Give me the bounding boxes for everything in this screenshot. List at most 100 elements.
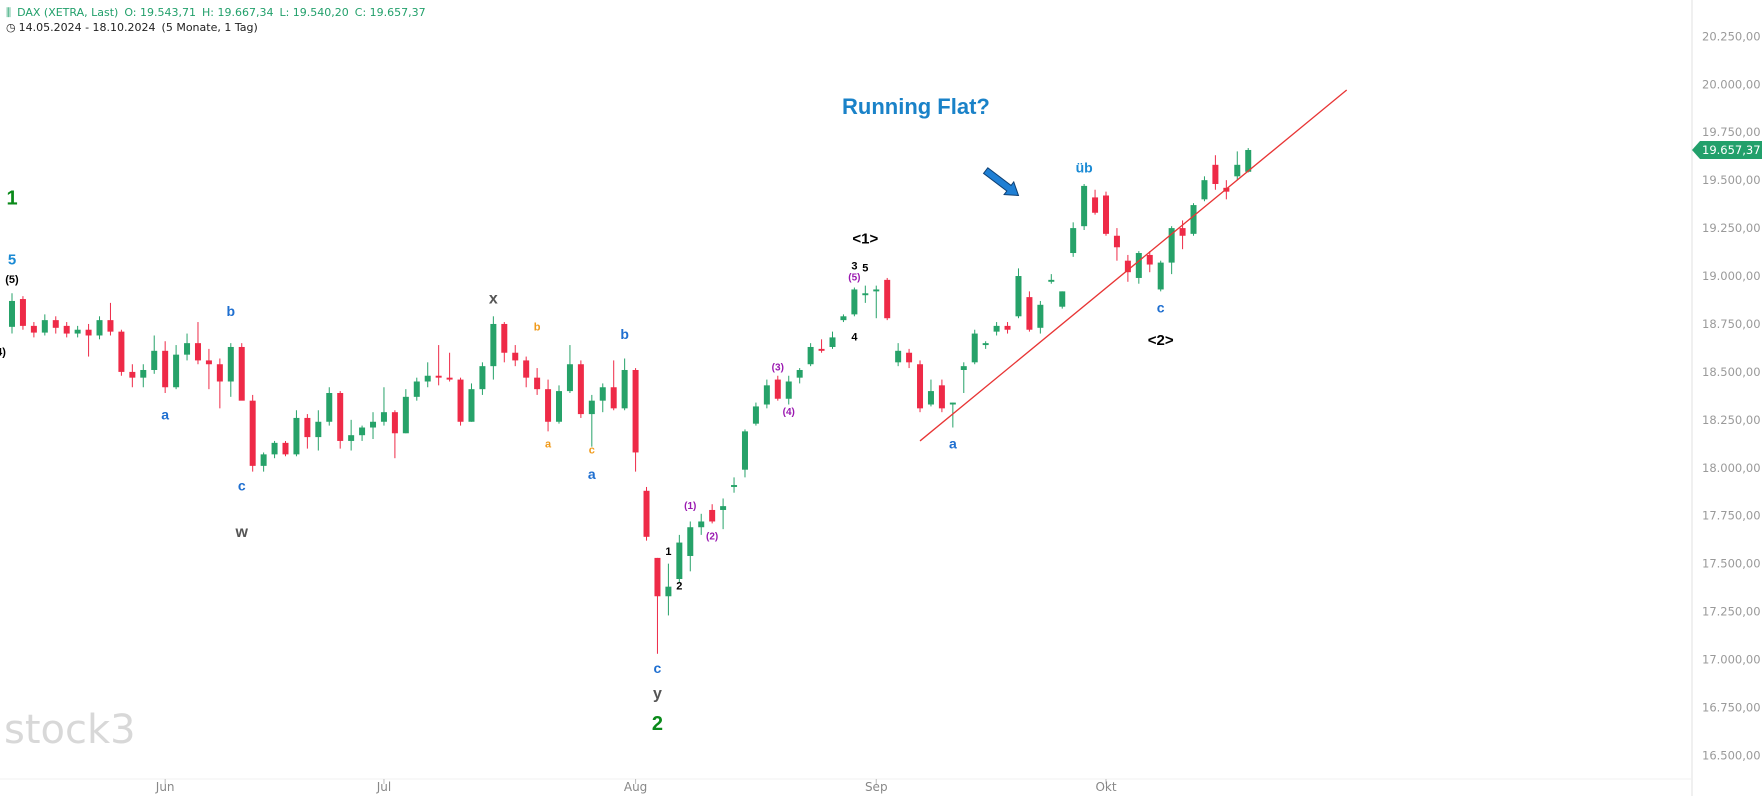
candle[interactable] (63, 322, 70, 338)
candle[interactable] (971, 329, 978, 365)
candle[interactable] (85, 323, 92, 357)
candle[interactable] (709, 504, 716, 524)
candle[interactable] (577, 360, 584, 418)
candle[interactable] (862, 285, 869, 303)
candle[interactable] (556, 385, 562, 424)
candle[interactable] (326, 387, 333, 426)
candle[interactable] (632, 368, 639, 472)
candle[interactable] (927, 379, 934, 407)
candle[interactable] (402, 389, 409, 434)
candle[interactable] (982, 341, 989, 349)
candle[interactable] (807, 343, 814, 367)
candle[interactable] (960, 362, 967, 393)
candle[interactable] (457, 377, 464, 426)
candle[interactable] (19, 296, 26, 330)
candle[interactable] (140, 364, 147, 388)
candle[interactable] (610, 360, 617, 411)
candle[interactable] (1234, 151, 1241, 181)
candle[interactable] (818, 339, 825, 353)
candle[interactable] (938, 379, 945, 413)
candle[interactable] (370, 412, 377, 440)
candle[interactable] (468, 383, 475, 422)
candle[interactable] (566, 345, 573, 393)
candle[interactable] (523, 356, 530, 388)
candle[interactable] (96, 316, 103, 340)
candle[interactable] (74, 325, 81, 338)
candle[interactable] (1146, 251, 1153, 273)
candle[interactable] (1245, 148, 1252, 173)
candle[interactable] (249, 394, 256, 472)
candle[interactable] (895, 343, 902, 367)
candle[interactable] (599, 383, 606, 413)
candle[interactable] (1004, 322, 1011, 334)
candle[interactable] (446, 352, 453, 382)
candle[interactable] (643, 486, 650, 541)
candle[interactable] (41, 314, 48, 336)
candle[interactable] (380, 387, 387, 426)
candle[interactable] (205, 348, 212, 390)
candle[interactable] (391, 410, 398, 459)
candle[interactable] (359, 425, 366, 441)
candle[interactable] (129, 364, 136, 388)
candle[interactable] (588, 394, 595, 447)
candle[interactable] (687, 521, 694, 572)
candle[interactable] (993, 322, 1000, 336)
candle[interactable] (665, 563, 672, 616)
candle[interactable] (545, 379, 552, 432)
candle[interactable] (676, 534, 683, 583)
candle[interactable] (1092, 189, 1099, 215)
candle[interactable] (216, 358, 223, 409)
candle[interactable] (501, 322, 508, 363)
candle[interactable] (118, 329, 125, 376)
candle[interactable] (107, 302, 114, 336)
candle[interactable] (752, 402, 759, 426)
candle[interactable] (271, 440, 278, 459)
candle[interactable] (184, 333, 191, 361)
candle[interactable] (512, 345, 519, 367)
candle[interactable] (763, 379, 770, 409)
candle[interactable] (479, 362, 486, 395)
candle[interactable] (227, 343, 234, 397)
candle[interactable] (1048, 274, 1055, 284)
candle[interactable] (490, 316, 497, 380)
candle[interactable] (1190, 203, 1197, 236)
candle[interactable] (851, 287, 858, 317)
candle[interactable] (173, 345, 180, 390)
candle[interactable] (949, 402, 956, 428)
candle[interactable] (741, 429, 748, 478)
candle[interactable] (348, 419, 355, 451)
candle[interactable] (424, 362, 431, 388)
candle[interactable] (873, 285, 880, 319)
candle[interactable] (906, 348, 913, 369)
candle[interactable] (260, 452, 267, 472)
candle[interactable] (337, 391, 344, 449)
candle[interactable] (1201, 176, 1208, 202)
candle[interactable] (884, 277, 891, 321)
candle[interactable] (840, 314, 847, 323)
candle[interactable] (1026, 291, 1033, 332)
candle[interactable] (282, 440, 289, 457)
candle[interactable] (1070, 222, 1077, 257)
candle[interactable] (785, 375, 792, 405)
candle[interactable] (534, 368, 541, 395)
candle[interactable] (917, 360, 924, 413)
candle[interactable] (698, 513, 705, 535)
candle[interactable] (720, 498, 727, 530)
candle[interactable] (9, 293, 15, 334)
candle[interactable] (1103, 191, 1109, 236)
trendline[interactable] (919, 89, 1348, 442)
candle[interactable] (1212, 155, 1219, 190)
candle[interactable] (30, 322, 37, 338)
candle[interactable] (774, 375, 781, 401)
candle[interactable] (621, 358, 628, 411)
candle[interactable] (1015, 268, 1022, 319)
candle[interactable] (194, 322, 201, 365)
candle[interactable] (162, 341, 169, 393)
candle[interactable] (435, 345, 442, 386)
candle[interactable] (1113, 228, 1120, 261)
candle[interactable] (1081, 183, 1088, 231)
candle[interactable] (151, 335, 158, 374)
candle[interactable] (293, 410, 300, 457)
candle[interactable] (731, 477, 738, 493)
